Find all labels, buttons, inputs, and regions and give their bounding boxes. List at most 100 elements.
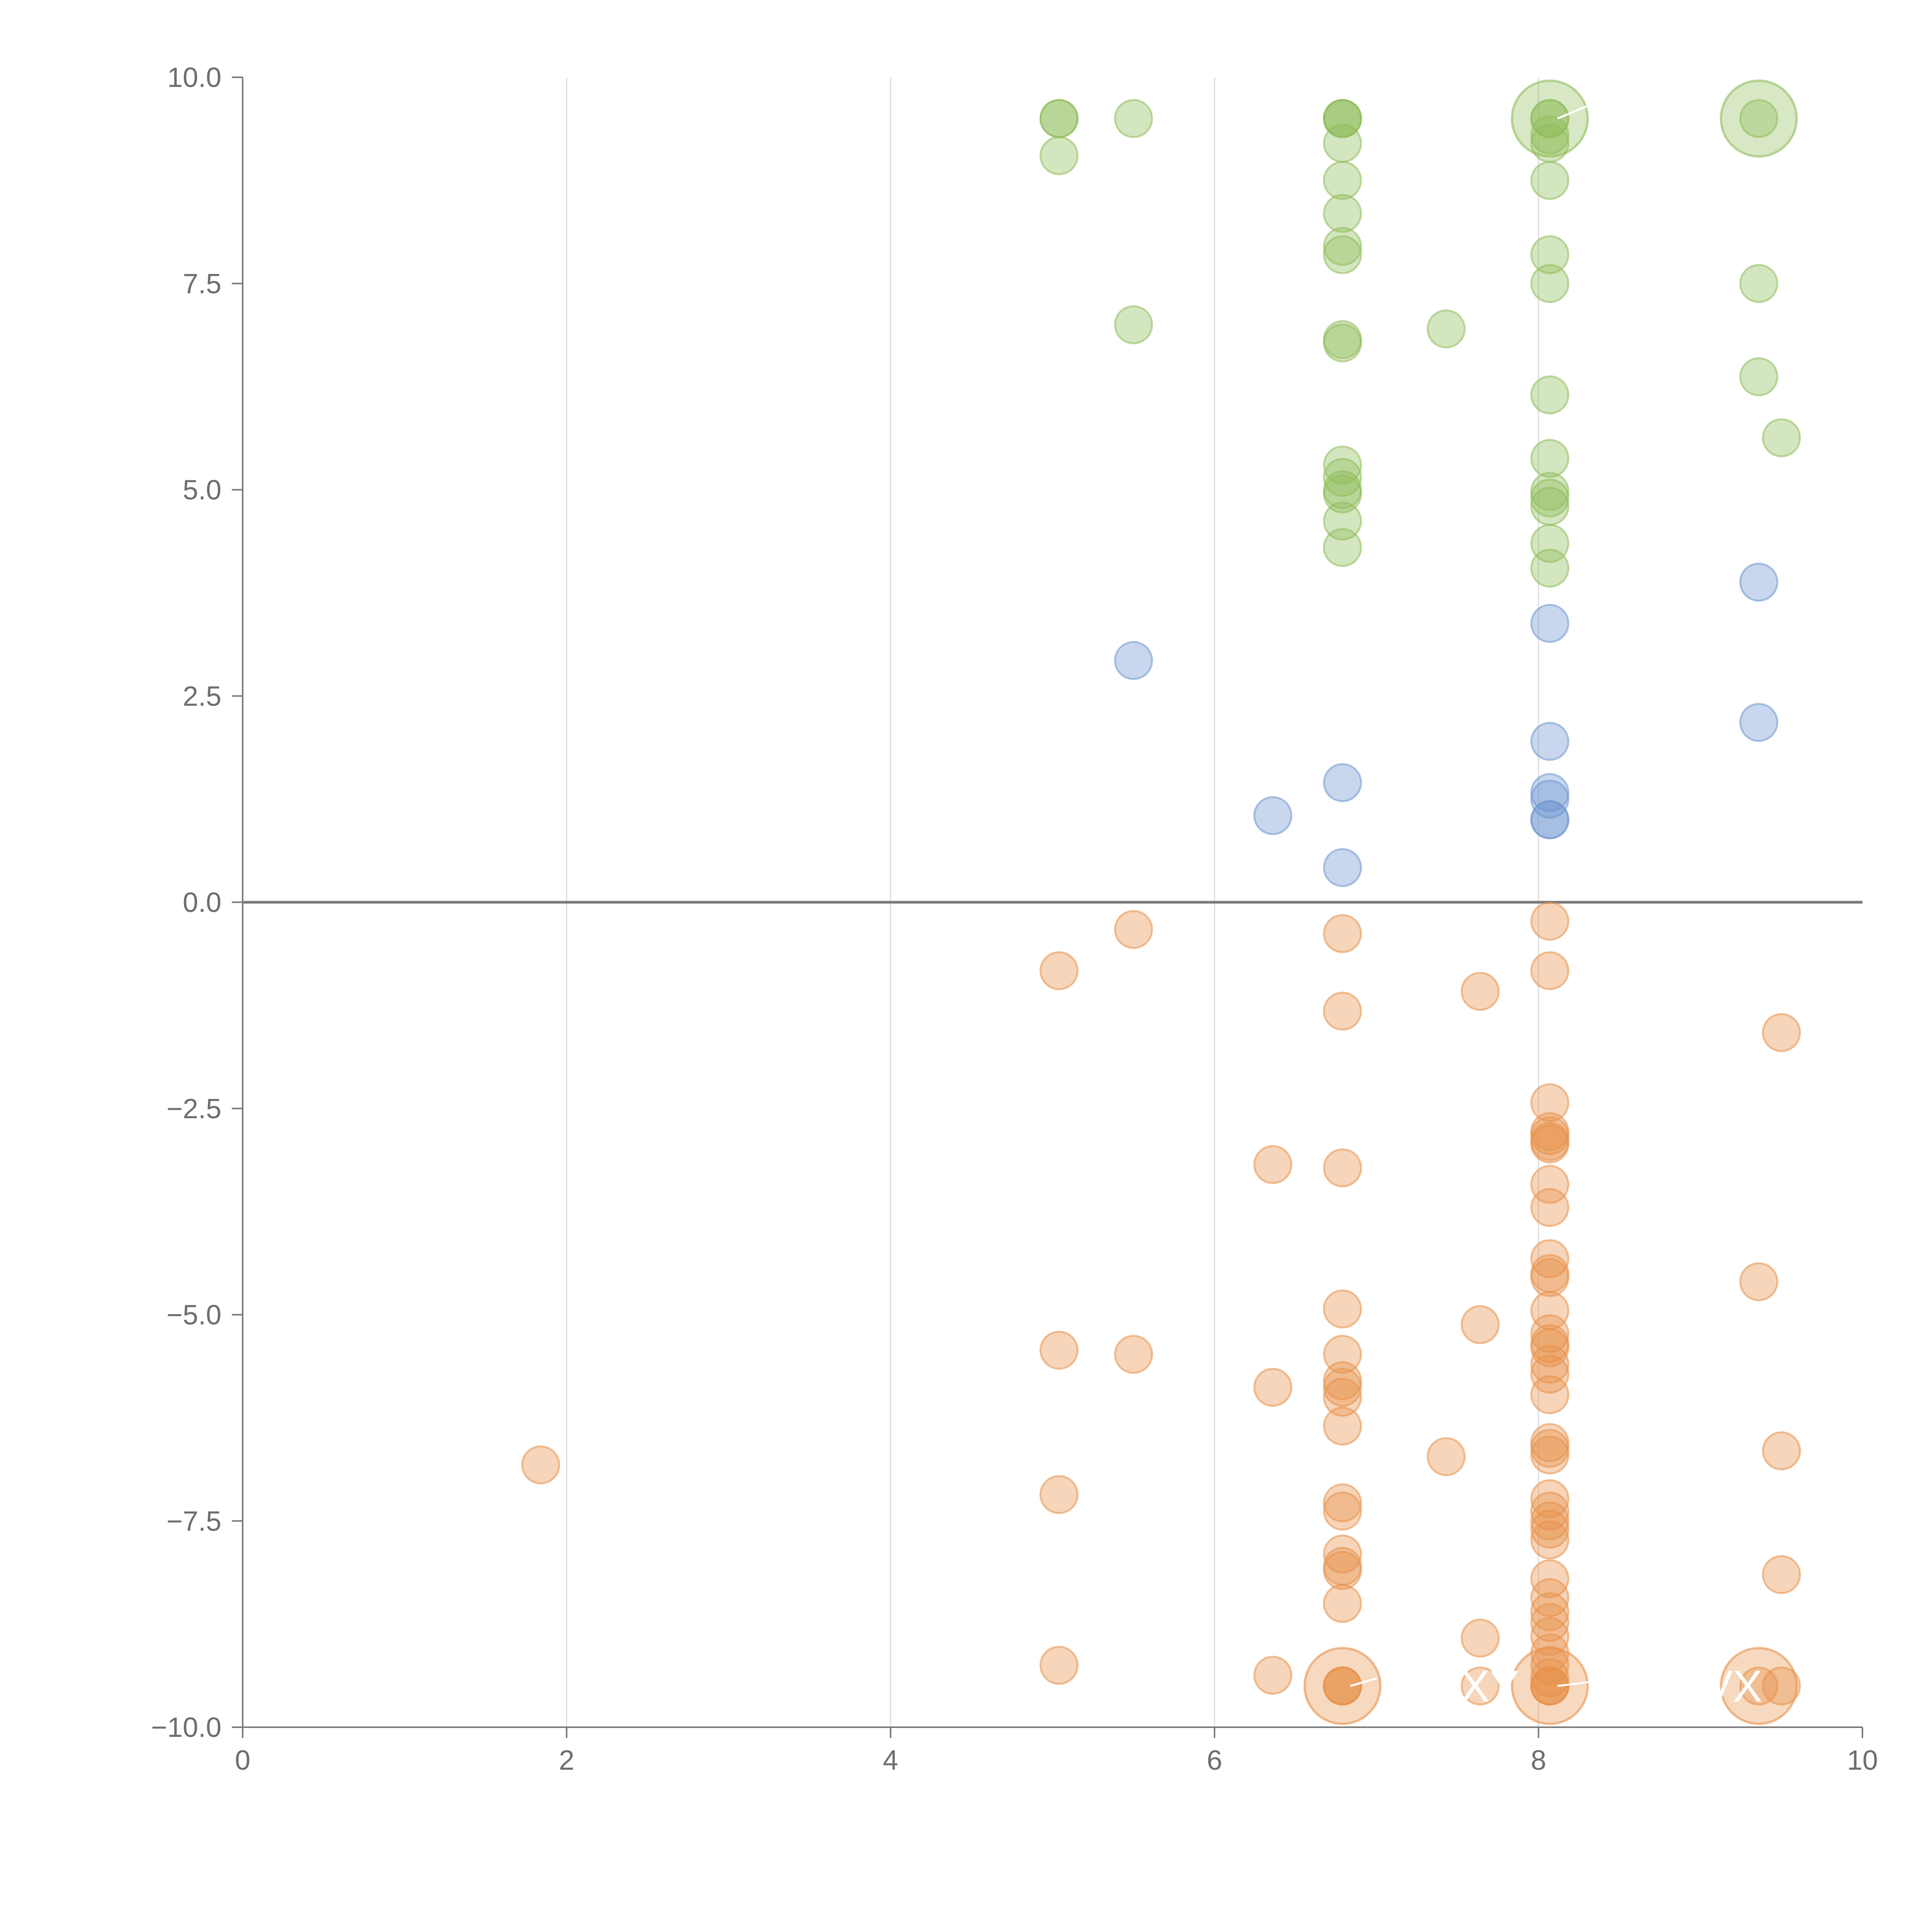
orange-point [1323, 1367, 1362, 1407]
orange-point [1039, 1646, 1079, 1685]
orange-point [1323, 1378, 1362, 1417]
green-point [1039, 99, 1079, 138]
orange-point [1114, 1335, 1153, 1374]
green-point [1323, 194, 1362, 233]
x-tick-label: 8 [1531, 1745, 1546, 1776]
x-tick-label: 6 [1207, 1745, 1222, 1776]
y-tick-label: −10.0 [151, 1712, 221, 1743]
orange-point [1739, 1262, 1779, 1301]
green-point [1762, 418, 1801, 457]
orange-point [1530, 1083, 1570, 1122]
x-tick-label: 4 [883, 1745, 898, 1776]
y-tick-label: 10.0 [167, 62, 221, 93]
orange-point [1323, 914, 1362, 953]
green-highlight-point [1719, 79, 1798, 158]
green-highlight-point [1510, 79, 1589, 158]
annotation-connector [1557, 1677, 1621, 1687]
orange-point [1530, 1510, 1570, 1549]
orange-point [1114, 910, 1153, 949]
annotation-label: DXY [1428, 1662, 1519, 1711]
green-point [1323, 227, 1362, 266]
y-tick-label: 0.0 [183, 887, 221, 918]
green-point [1530, 439, 1570, 478]
orange-point [1323, 1406, 1362, 1446]
y-tick-label: 2.5 [183, 681, 221, 712]
green-point [1114, 99, 1153, 138]
green-point [1530, 486, 1570, 526]
x-tick-label: 2 [559, 1745, 574, 1776]
orange-point [1762, 1666, 1801, 1706]
y-tick-label: −7.5 [167, 1506, 221, 1537]
orange-point [1461, 1618, 1500, 1658]
y-tick-label: 5.0 [183, 475, 221, 506]
annotations: CR DXY CVX [1350, 86, 1762, 1711]
orange-point [1530, 1314, 1570, 1354]
green-point [1530, 161, 1570, 200]
blue-point [1530, 604, 1570, 643]
blue-point [1530, 800, 1570, 839]
orange-point [1530, 1345, 1570, 1384]
green-point [1427, 309, 1466, 349]
orange-point [1039, 1330, 1079, 1370]
green-point [1530, 375, 1570, 415]
blue-point [1323, 763, 1362, 802]
annotation-connector [1350, 1677, 1378, 1687]
green-point [1739, 99, 1779, 138]
green-point [1323, 457, 1362, 497]
orange-point [1323, 1492, 1362, 1531]
orange-point [1530, 1124, 1570, 1164]
orange-point [1253, 1367, 1293, 1407]
orange-point [1530, 1520, 1570, 1560]
orange-point [1530, 901, 1570, 941]
orange-point [1323, 1666, 1362, 1706]
orange-point [1530, 1646, 1570, 1685]
orange-point [1762, 1013, 1801, 1052]
orange-point [1039, 951, 1079, 990]
green-point [1739, 264, 1779, 303]
x-tick-label: 0 [235, 1745, 250, 1776]
orange-highlight-point [1719, 1647, 1798, 1725]
orange-point [1530, 1603, 1570, 1642]
blue-point [1114, 641, 1153, 680]
y-tick-label: −5.0 [167, 1300, 221, 1331]
orange-point [1461, 972, 1500, 1011]
blue-point [1739, 563, 1779, 602]
orange-point [1461, 1666, 1500, 1706]
green-point [1323, 124, 1362, 163]
orange-point [1323, 992, 1362, 1031]
orange-point [1323, 1148, 1362, 1187]
y-tick-label: −2.5 [167, 1094, 221, 1124]
orange-point [1530, 1658, 1570, 1697]
green-point [1323, 235, 1362, 274]
green-point [1530, 264, 1570, 303]
green-point [1739, 357, 1779, 396]
orange-point [1530, 1666, 1570, 1706]
data-points [521, 99, 1801, 1706]
green-point [1323, 528, 1362, 567]
orange-point [1323, 1534, 1362, 1574]
annotation-label: CVX [1671, 1662, 1762, 1711]
orange-point [1530, 1479, 1570, 1519]
orange-point [1323, 1551, 1362, 1590]
orange-point [1530, 1188, 1570, 1227]
axes: 10.0 7.5 5.0 2.5 0.0 −2.5 −5.0 −7.5 −10.0 0 2 4 6 8 10 [151, 62, 1878, 1776]
green-point [1323, 323, 1362, 362]
annotation-label: CR [1652, 86, 1716, 135]
highlighted-points [1303, 79, 1798, 1725]
orange-point [1530, 1617, 1570, 1656]
green-point [1530, 548, 1570, 588]
blue-point [1323, 848, 1362, 887]
orange-point [1323, 1483, 1362, 1522]
orange-point [1530, 1354, 1570, 1394]
blue-point [1530, 722, 1570, 761]
annotation-connector [1557, 102, 1596, 120]
orange-point [1253, 1655, 1293, 1695]
orange-point [1762, 1431, 1801, 1471]
orange-highlight-point [1510, 1647, 1589, 1725]
blue-point [1739, 703, 1779, 742]
green-point [1039, 136, 1079, 175]
blue-point [1530, 779, 1570, 819]
green-point [1530, 115, 1570, 155]
green-point [1530, 235, 1570, 274]
